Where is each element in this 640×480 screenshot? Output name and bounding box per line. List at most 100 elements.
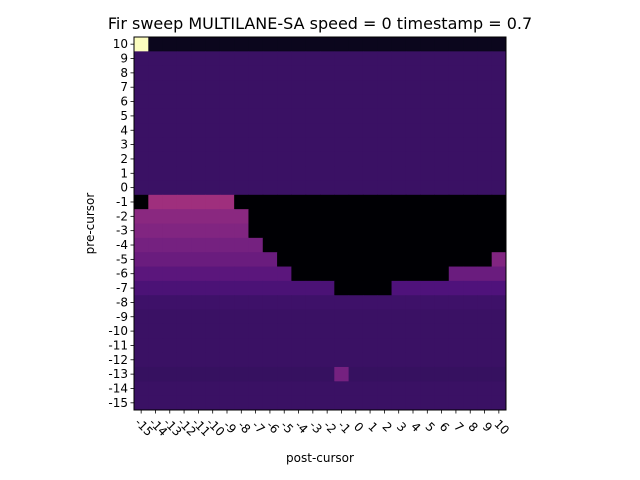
y-tick-label: -15 — [108, 396, 128, 410]
heatmap-cell — [162, 51, 178, 67]
heatmap-cell — [191, 37, 207, 52]
heatmap-cell — [348, 180, 364, 196]
heatmap-cell — [463, 65, 478, 81]
heatmap-cell — [134, 280, 149, 296]
heatmap-cell — [219, 65, 235, 81]
heatmap-cell — [205, 266, 221, 282]
heatmap-cell — [234, 65, 249, 81]
heatmap-cell — [348, 108, 364, 124]
heatmap-cell — [191, 295, 207, 311]
heatmap-cell — [491, 309, 507, 325]
heatmap-cell — [348, 37, 364, 52]
heatmap-cell — [434, 266, 450, 282]
heatmap-cell — [234, 151, 249, 167]
heatmap-cell — [348, 223, 364, 239]
heatmap-cell — [234, 123, 249, 138]
heatmap-cell — [320, 80, 335, 95]
heatmap-cell — [162, 295, 178, 311]
x-tick-label: 3 — [394, 420, 409, 435]
heatmap-cell — [391, 352, 407, 368]
heatmap-cell — [420, 166, 435, 181]
heatmap-cell — [348, 151, 364, 167]
heatmap-cell — [305, 366, 321, 382]
heatmap-cell — [348, 352, 364, 368]
heatmap-cell — [205, 65, 221, 81]
heatmap-cell — [148, 237, 164, 253]
heatmap-cell — [162, 266, 178, 282]
heatmap-cell — [305, 209, 321, 224]
heatmap-cell — [477, 395, 493, 411]
heatmap-cell — [148, 209, 164, 224]
heatmap-cell — [463, 237, 478, 253]
heatmap-cell — [391, 309, 407, 325]
heatmap-cell — [219, 252, 235, 268]
heatmap-cell — [262, 209, 278, 224]
heatmap-cell — [463, 123, 478, 138]
heatmap-cell — [334, 65, 350, 81]
heatmap-cell — [434, 137, 450, 153]
heatmap-cell — [248, 252, 264, 268]
heatmap-cell — [134, 123, 149, 138]
heatmap-cell — [463, 137, 478, 153]
heatmap-cell — [320, 94, 335, 110]
heatmap-cell — [362, 295, 378, 311]
heatmap-cell — [405, 366, 421, 382]
heatmap-cell — [362, 194, 378, 210]
heatmap-cell — [348, 51, 364, 67]
heatmap-cell — [205, 252, 221, 268]
heatmap-cell — [134, 366, 149, 382]
heatmap-cell — [148, 366, 164, 382]
heatmap-cell — [377, 252, 393, 268]
heatmap-cell — [219, 323, 235, 339]
heatmap-cell — [463, 151, 478, 167]
heatmap-cell — [176, 108, 192, 124]
heatmap-cell — [248, 65, 264, 81]
heatmap-cell — [362, 280, 378, 296]
heatmap-cell — [420, 252, 435, 268]
heatmap-cell — [176, 252, 192, 268]
y-tick-label: 9 — [120, 52, 128, 66]
heatmap-cell — [420, 151, 435, 167]
heatmap-cell — [291, 94, 307, 110]
heatmap-cell — [362, 381, 378, 397]
heatmap-cell — [391, 366, 407, 382]
heatmap-cell — [377, 352, 393, 368]
heatmap-cell — [305, 194, 321, 210]
heatmap-cell — [191, 252, 207, 268]
heatmap-cell — [334, 137, 350, 153]
heatmap-cell — [305, 37, 321, 52]
heatmap-cell — [434, 51, 450, 67]
heatmap-cell — [248, 280, 264, 296]
heatmap-cell — [348, 338, 364, 354]
heatmap-cell — [348, 94, 364, 110]
heatmap-cell — [420, 209, 435, 224]
y-tick-label: -6 — [116, 267, 128, 281]
heatmap-cell — [191, 280, 207, 296]
heatmap-cell — [262, 381, 278, 397]
heatmap-cell — [348, 194, 364, 210]
heatmap-cell — [320, 395, 335, 411]
heatmap-cell — [448, 80, 464, 95]
heatmap-cell — [477, 280, 493, 296]
heatmap-cell — [277, 280, 292, 296]
heatmap-cell — [162, 237, 178, 253]
heatmap-cell — [463, 180, 478, 196]
x-tick-label: 4 — [408, 420, 423, 435]
heatmap-cell — [405, 209, 421, 224]
heatmap-cell — [434, 166, 450, 181]
heatmap-cell — [162, 151, 178, 167]
heatmap-cell — [219, 180, 235, 196]
heatmap-cell — [219, 108, 235, 124]
heatmap-cell — [205, 151, 221, 167]
heatmap-cell — [134, 180, 149, 196]
heatmap-cell — [348, 309, 364, 325]
heatmap-cell — [448, 266, 464, 282]
heatmap-cell — [434, 151, 450, 167]
heatmap-cell — [134, 323, 149, 339]
heatmap-cell — [434, 366, 450, 382]
heatmap-cell — [405, 295, 421, 311]
heatmap-cell — [434, 338, 450, 354]
heatmap-cell — [148, 151, 164, 167]
heatmap-cell — [248, 80, 264, 95]
heatmap-cell — [277, 309, 292, 325]
